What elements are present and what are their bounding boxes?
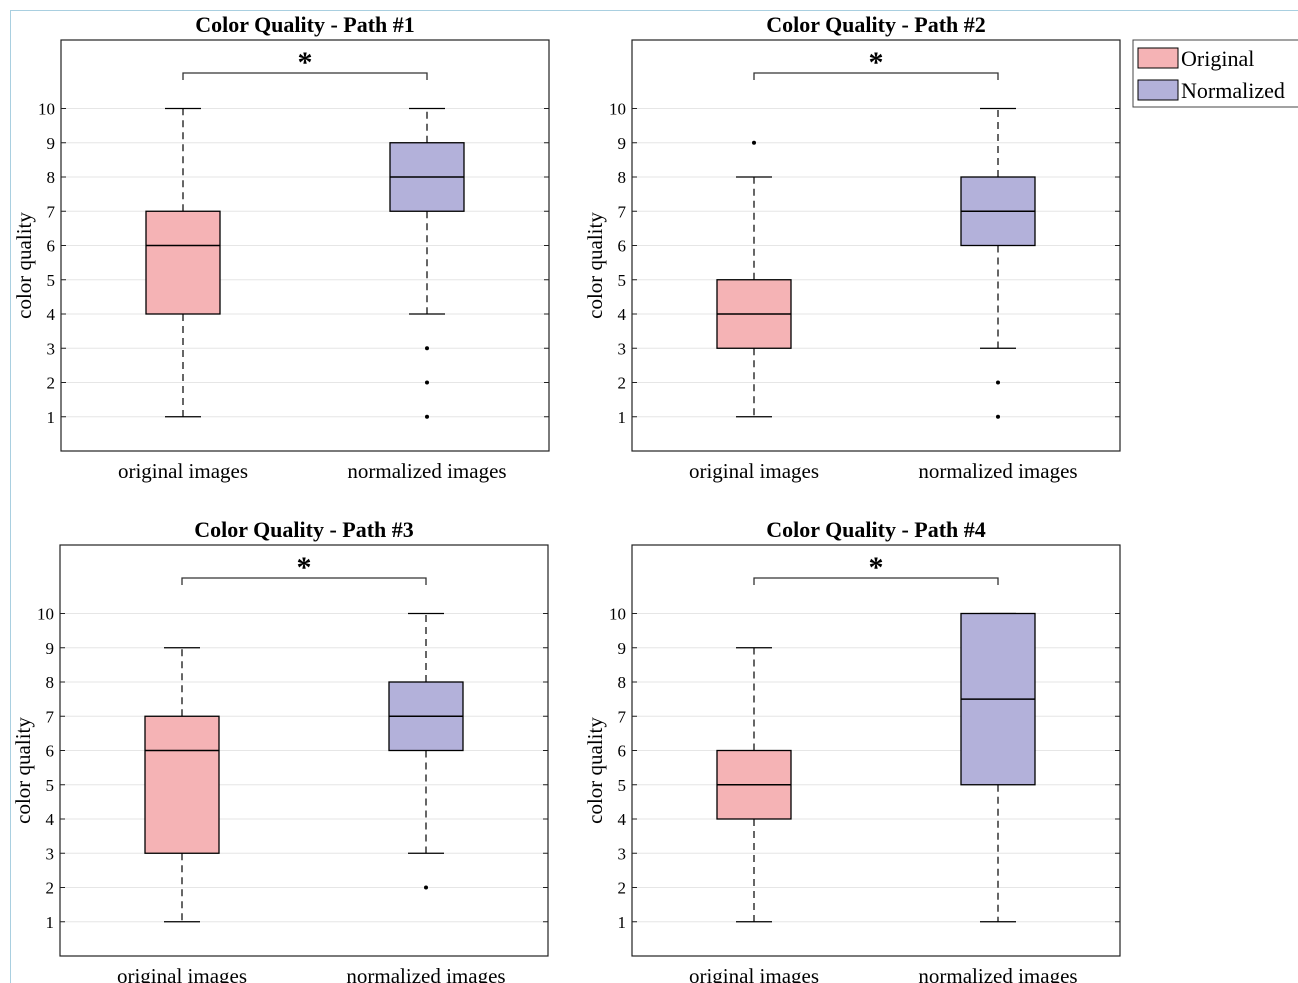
- legend-swatch: [1137, 79, 1179, 101]
- y-tick-label: 3: [618, 339, 627, 358]
- outlier-point: [996, 380, 1000, 385]
- legend-label: Normalized: [1181, 78, 1285, 103]
- outlier-point: [996, 414, 1000, 419]
- x-category-label: original images: [118, 459, 248, 483]
- box-original: [716, 140, 792, 418]
- x-category-label: normalized images: [346, 964, 505, 983]
- y-axis-label: color quality: [583, 212, 607, 319]
- y-axis-label: color quality: [583, 717, 607, 824]
- y-tick-label: 7: [46, 707, 55, 726]
- outlier-point: [424, 885, 428, 890]
- x-category-label: original images: [689, 964, 819, 983]
- frame-left-edge: [10, 10, 11, 983]
- y-tick-label: 6: [618, 742, 627, 761]
- interquartile-box: [145, 210, 221, 315]
- y-tick-label: 10: [38, 100, 55, 119]
- chart-title: Color Quality - Path #3: [194, 517, 414, 542]
- chart-title: Color Quality - Path #1: [195, 12, 415, 37]
- y-axis-label: color quality: [12, 212, 36, 319]
- chart-panel: 1 2 3 4 5 6 7 8 9 10 Color Quality - Path #1 color …: [12, 12, 550, 483]
- legend-label: Original: [1181, 46, 1254, 71]
- chart-panel: 1 2 3 4 5 6 7 8 9 10 Color Quality - Path #4 color …: [583, 517, 1121, 983]
- box-normalized: [388, 612, 464, 890]
- y-tick-label: 5: [618, 271, 627, 290]
- x-category-label: original images: [689, 459, 819, 483]
- box-original: [144, 647, 220, 923]
- y-tick-label: 7: [47, 202, 56, 221]
- outlier-point: [425, 346, 429, 351]
- frame-top-edge: [10, 10, 1298, 11]
- outlier-point: [752, 140, 756, 145]
- box-original: [716, 647, 792, 923]
- y-tick-label: 9: [618, 639, 627, 658]
- y-tick-label: 4: [46, 810, 55, 829]
- box-normalized: [960, 107, 1036, 419]
- y-tick-label: 1: [47, 408, 56, 427]
- y-tick-label: 2: [618, 374, 627, 393]
- y-tick-label: 7: [618, 707, 627, 726]
- y-tick-label: 3: [47, 339, 56, 358]
- x-category-label: original images: [117, 964, 247, 983]
- y-tick-label: 10: [37, 605, 54, 624]
- y-tick-label: 10: [609, 100, 626, 119]
- y-tick-label: 9: [47, 134, 56, 153]
- x-category-label: normalized images: [347, 459, 506, 483]
- x-category-label: normalized images: [918, 459, 1077, 483]
- significance-bracket: [753, 577, 999, 585]
- interquartile-box: [144, 715, 220, 854]
- legend: Original Normalized: [1132, 39, 1298, 108]
- chart-panel: 1 2 3 4 5 6 7 8 9 10 Color Quality - Path #3 color …: [11, 517, 549, 983]
- y-tick-label: 7: [618, 202, 627, 221]
- y-tick-label: 6: [618, 237, 627, 256]
- y-tick-label: 10: [609, 605, 626, 624]
- y-tick-label: 9: [46, 639, 55, 658]
- y-tick-label: 5: [47, 271, 56, 290]
- box-normalized: [960, 612, 1036, 923]
- chart-title: Color Quality - Path #4: [766, 517, 986, 542]
- legend-swatch: [1137, 47, 1179, 69]
- significance-bracket: [181, 577, 427, 585]
- y-tick-label: 2: [46, 879, 55, 898]
- x-category-label: normalized images: [918, 964, 1077, 983]
- significance-bracket: [753, 72, 999, 80]
- significance-bracket: [182, 72, 428, 80]
- significance-marker: *: [298, 46, 313, 79]
- chart-panel: 1 2 3 4 5 6 7 8 9 10 Color Quality - Path #2 color …: [583, 12, 1121, 483]
- y-tick-label: 1: [618, 408, 627, 427]
- y-tick-label: 1: [46, 913, 55, 932]
- chart-title: Color Quality - Path #2: [766, 12, 986, 37]
- y-tick-label: 8: [46, 673, 55, 692]
- significance-marker: *: [297, 551, 312, 584]
- y-tick-label: 9: [618, 134, 627, 153]
- y-tick-label: 2: [47, 374, 56, 393]
- y-tick-label: 4: [618, 305, 627, 324]
- y-tick-label: 2: [618, 879, 627, 898]
- y-tick-label: 3: [46, 844, 55, 863]
- y-tick-label: 1: [618, 913, 627, 932]
- y-tick-label: 5: [618, 776, 627, 795]
- outlier-point: [425, 380, 429, 385]
- y-tick-label: 5: [46, 776, 55, 795]
- y-axis-label: color quality: [11, 717, 35, 824]
- y-tick-label: 8: [618, 673, 627, 692]
- outlier-point: [425, 414, 429, 419]
- box-normalized: [389, 107, 465, 419]
- box-original: [145, 107, 221, 418]
- y-tick-label: 8: [618, 168, 627, 187]
- significance-marker: *: [869, 551, 884, 584]
- y-tick-label: 6: [47, 237, 56, 256]
- y-tick-label: 4: [618, 810, 627, 829]
- y-tick-label: 6: [46, 742, 55, 761]
- y-tick-label: 4: [47, 305, 56, 324]
- y-tick-label: 3: [618, 844, 627, 863]
- significance-marker: *: [869, 46, 884, 79]
- y-tick-label: 8: [47, 168, 56, 187]
